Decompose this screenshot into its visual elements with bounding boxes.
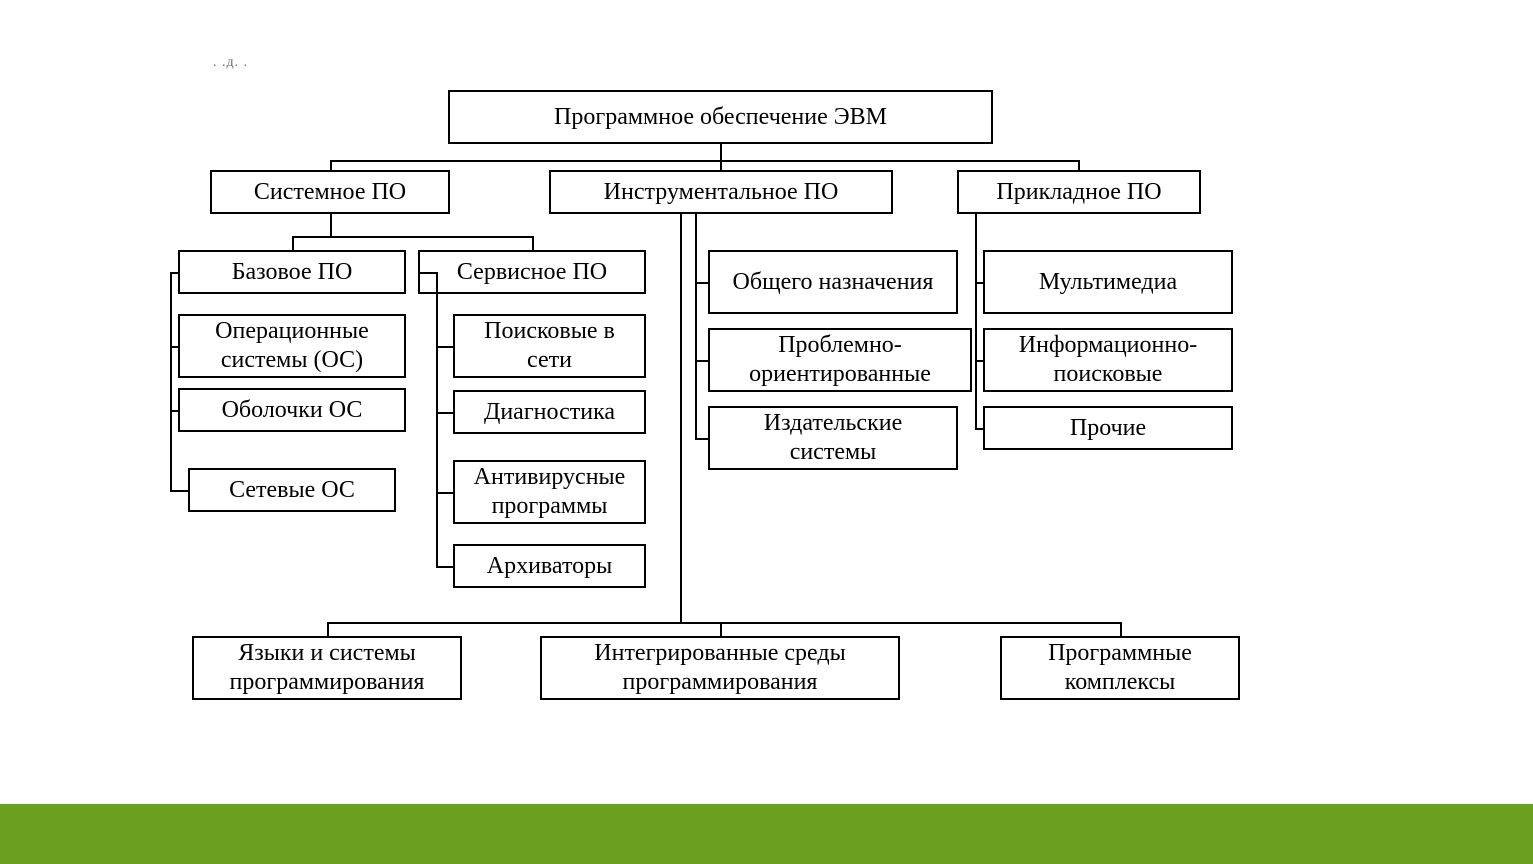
node-label: Архиваторы (487, 552, 613, 581)
node-label: Информационно-поисковые (993, 331, 1223, 389)
node-label: Поисковые в сети (463, 317, 636, 375)
connector-line (1078, 160, 1080, 172)
connector-line (418, 272, 438, 274)
connector-line (170, 272, 172, 490)
connector-line (436, 566, 454, 568)
node-label: Сервисное ПО (457, 258, 607, 287)
connector-line (680, 214, 682, 624)
node-complexes: Программные комплексы (1000, 636, 1240, 700)
connector-line (720, 160, 722, 172)
node-service: Сервисное ПО (418, 250, 646, 294)
connector-line (170, 490, 190, 492)
connector-line (327, 622, 329, 638)
connector-line (170, 272, 180, 274)
connector-line (1120, 622, 1122, 638)
node-applied: Прикладное ПО (957, 170, 1201, 214)
node-root: Программное обеспечение ЭВМ (448, 90, 993, 144)
decorative-mark: . .д. . (213, 55, 248, 71)
connector-line (695, 282, 709, 284)
node-base: Базовое ПО (178, 250, 406, 294)
connector-line (695, 214, 697, 438)
node-problem-oriented: Проблемно-ориентированные (708, 328, 972, 392)
connector-line (720, 622, 722, 638)
connector-line (436, 346, 454, 348)
connector-line (975, 428, 985, 430)
node-ide: Интегрированные среды программирования (540, 636, 900, 700)
node-antivirus: Антивирусные программы (453, 460, 646, 524)
node-search: Поисковые в сети (453, 314, 646, 378)
node-label: Программное обеспечение ЭВМ (554, 103, 887, 132)
connector-line (695, 438, 709, 440)
connector-line (330, 160, 332, 172)
connector-line (975, 214, 977, 428)
connector-line (436, 492, 454, 494)
connector-line (975, 282, 985, 284)
node-instrumental: Инструментальное ПО (549, 170, 893, 214)
connector-line (170, 410, 180, 412)
node-publishing: Издательские системы (708, 406, 958, 470)
node-archivers: Архиваторы (453, 544, 646, 588)
node-os: Операционные системы (ОС) (178, 314, 406, 378)
connector-line (975, 360, 985, 362)
node-label: Антивирусные программы (463, 463, 636, 521)
node-label: Программные комплексы (1010, 639, 1230, 697)
node-label: Диагностика (484, 398, 615, 427)
connector-line (292, 236, 294, 252)
node-system: Системное ПО (210, 170, 450, 214)
connector-line (532, 236, 534, 252)
connector-line (436, 412, 454, 414)
node-label: Базовое ПО (232, 258, 353, 287)
node-label: Издательские системы (718, 409, 948, 467)
connector-line (436, 272, 438, 566)
node-label: Интегрированные среды программирования (550, 639, 890, 697)
node-shell: Оболочки ОС (178, 388, 406, 432)
node-label: Оболочки ОС (222, 396, 363, 425)
connector-line (330, 214, 332, 238)
node-diagnostics: Диагностика (453, 390, 646, 434)
node-label: Прикладное ПО (996, 178, 1161, 207)
node-label: Прочие (1070, 414, 1146, 443)
connector-line (327, 622, 1120, 624)
node-label: Операционные системы (ОС) (188, 317, 396, 375)
node-languages: Языки и системы программирования (192, 636, 462, 700)
node-label: Инструментальное ПО (604, 178, 839, 207)
node-multimedia: Мультимедиа (983, 250, 1233, 314)
node-label: Системное ПО (254, 178, 406, 207)
connector-line (292, 236, 532, 238)
node-other: Прочие (983, 406, 1233, 450)
connector-line (695, 360, 709, 362)
connector-line (330, 160, 1078, 162)
node-label: Общего назначения (733, 268, 934, 297)
node-general: Общего назначения (708, 250, 958, 314)
node-label: Языки и системы программирования (202, 639, 452, 697)
node-label: Проблемно-ориентированные (718, 331, 962, 389)
node-label: Сетевые ОС (229, 476, 355, 505)
node-label: Мультимедиа (1039, 268, 1177, 297)
footer-bar (0, 804, 1533, 864)
node-netos: Сетевые ОС (188, 468, 396, 512)
connector-line (170, 346, 180, 348)
node-info-search: Информационно-поисковые (983, 328, 1233, 392)
